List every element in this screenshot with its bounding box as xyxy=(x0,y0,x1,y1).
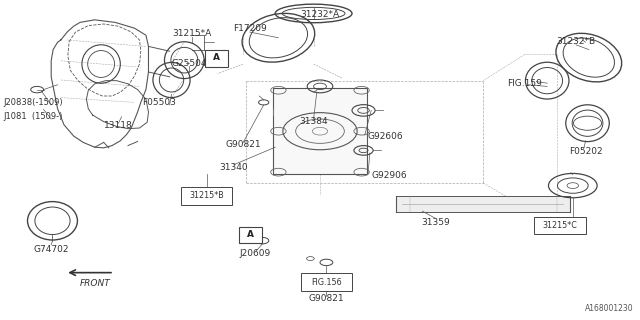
Bar xyxy=(396,196,570,212)
Text: J1081  (1509-): J1081 (1509-) xyxy=(3,112,63,121)
Text: FIG.156: FIG.156 xyxy=(311,278,342,287)
Text: A168001230: A168001230 xyxy=(585,304,634,313)
Text: 31232*A: 31232*A xyxy=(300,10,340,19)
Text: G92606: G92606 xyxy=(368,132,404,141)
Text: 31215*A: 31215*A xyxy=(172,29,212,38)
Text: 31215*C: 31215*C xyxy=(543,221,577,230)
Text: 31384: 31384 xyxy=(300,117,328,126)
Text: F05503: F05503 xyxy=(142,98,175,107)
Text: G74702: G74702 xyxy=(33,245,69,254)
Text: 31359: 31359 xyxy=(421,218,449,227)
Text: 31232*B: 31232*B xyxy=(556,37,596,46)
Text: 31215*B: 31215*B xyxy=(189,191,224,200)
Bar xyxy=(273,88,367,174)
Text: A: A xyxy=(213,53,220,62)
Bar xyxy=(239,227,262,243)
Text: F05202: F05202 xyxy=(569,147,602,156)
Bar xyxy=(205,50,228,67)
Text: 13118: 13118 xyxy=(104,121,132,130)
Text: F17209: F17209 xyxy=(233,24,266,33)
Text: A: A xyxy=(248,230,254,239)
Bar xyxy=(534,217,586,234)
Text: J20609: J20609 xyxy=(239,249,270,258)
Text: G25504: G25504 xyxy=(171,60,207,68)
Bar xyxy=(181,187,232,205)
Text: G90821: G90821 xyxy=(308,294,344,303)
Text: J20838(-1509): J20838(-1509) xyxy=(3,98,63,107)
Text: 31340: 31340 xyxy=(220,164,248,172)
Text: FRONT: FRONT xyxy=(79,279,110,288)
Bar xyxy=(301,273,352,291)
Text: FIG.159: FIG.159 xyxy=(508,79,542,88)
Text: G92906: G92906 xyxy=(371,172,407,180)
Text: G90821: G90821 xyxy=(225,140,261,149)
